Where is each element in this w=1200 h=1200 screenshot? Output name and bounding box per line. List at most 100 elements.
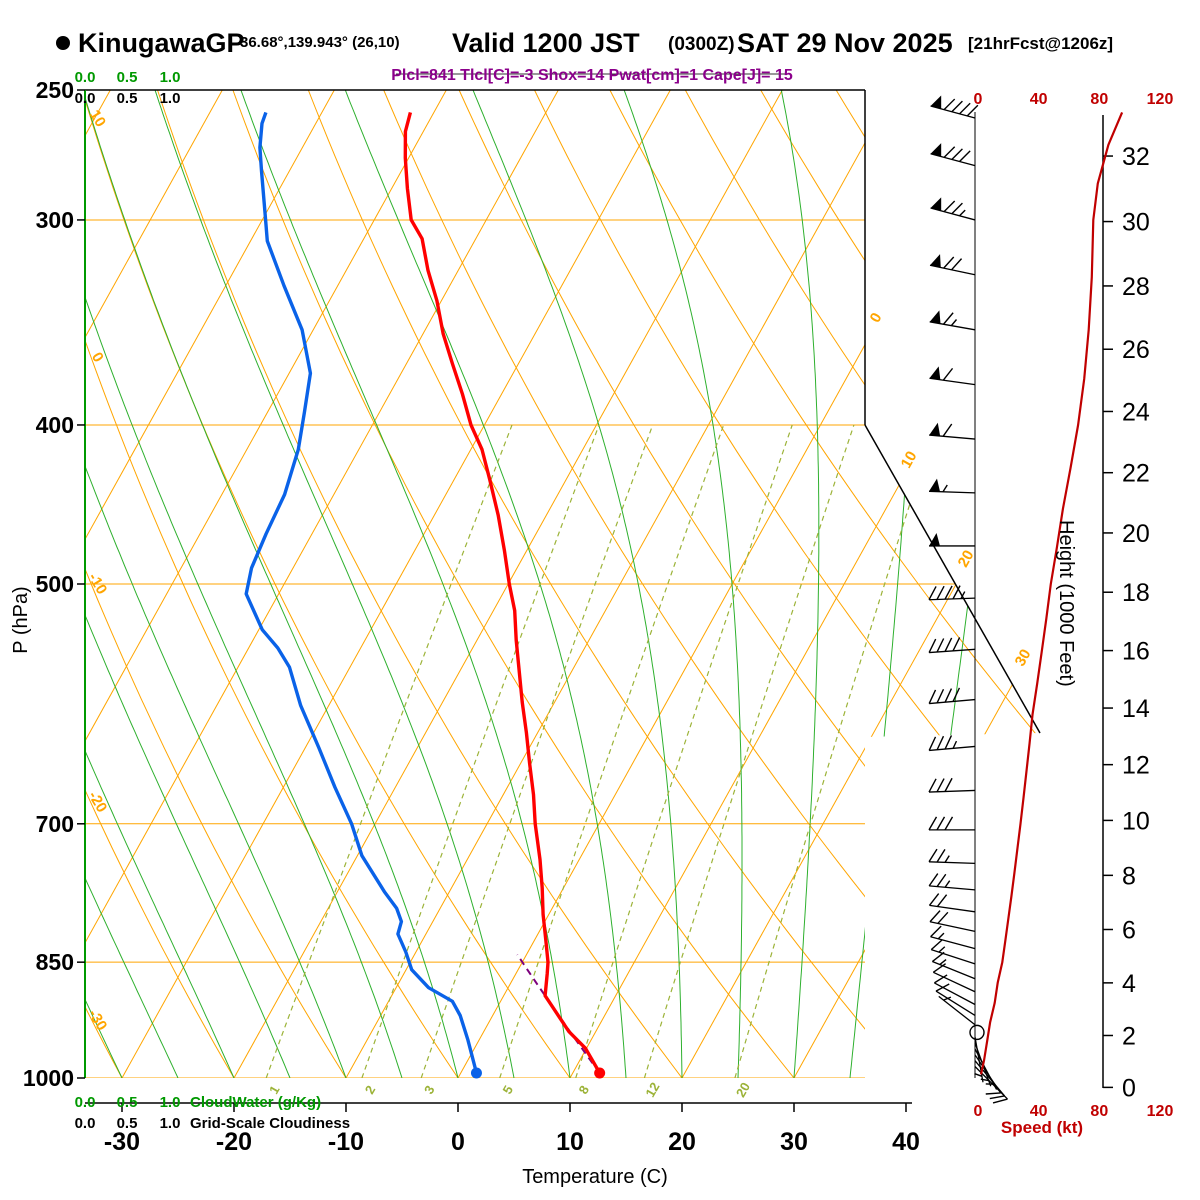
- temp-tick-label: -30: [104, 1128, 140, 1156]
- height-axis-title: Height (1000 Feet): [1055, 520, 1077, 687]
- speed-tick-label-bottom: 80: [1090, 1103, 1108, 1120]
- cloudiness-scale-bot-1: 0.5: [117, 1115, 138, 1132]
- cloudiness-scale-title: Grid-Scale Cloudiness: [190, 1115, 350, 1132]
- pressure-tick-label: 1000: [23, 1065, 74, 1091]
- surface-dewpoint-dot: [470, 1067, 482, 1079]
- dry-adiabat-label: -20: [85, 788, 111, 815]
- wind-barb: [974, 1036, 984, 1083]
- station-coords: 36.68°,139.943° (26,10): [240, 34, 400, 51]
- wind-barb: [928, 637, 976, 654]
- wind-barb: [928, 777, 976, 793]
- plot-border: [84, 89, 1041, 1078]
- wind-barb: [928, 816, 975, 831]
- height-tick-label: 30: [1122, 209, 1150, 237]
- mixing-ratio-label: 8: [576, 1083, 593, 1097]
- valid-time: Valid 1200 JST: [452, 28, 640, 58]
- temp-tick-label: 10: [556, 1128, 584, 1156]
- mixing-ratio-label: 20: [733, 1080, 753, 1100]
- isotherm-label: 30: [1012, 646, 1035, 669]
- cloudwater-scale-bot-1: 0.5: [117, 1094, 138, 1111]
- mixing-ratio-label: 12: [642, 1080, 662, 1100]
- temp-tick-label: 20: [668, 1128, 696, 1156]
- height-tick-label: 8: [1122, 862, 1136, 890]
- temp-tick-label: 40: [892, 1128, 920, 1156]
- speed-tick-label-top: 0: [974, 91, 983, 108]
- cloudwater-scale-bot-2: 1.0: [160, 1094, 181, 1111]
- speed-tick-label-bottom: 0: [974, 1103, 983, 1120]
- mixing-ratio-label: 2: [362, 1083, 379, 1097]
- wind-barb: [934, 974, 976, 1006]
- height-tick-label: 22: [1122, 460, 1150, 488]
- mixing-ratio-label: 3: [421, 1083, 438, 1097]
- wind-barb: [928, 873, 976, 891]
- temp-tick-label: -20: [216, 1128, 252, 1156]
- wind-barb: [929, 422, 976, 440]
- height-tick-label: 28: [1122, 273, 1150, 301]
- height-tick-label: 26: [1122, 336, 1150, 364]
- wind-barb: [930, 939, 976, 965]
- stability-params: Plcl=841 Tlcl[C]=-3 Shox=14 Pwat[cm]=1 C…: [391, 67, 793, 84]
- pressure-tick-label: 300: [36, 207, 74, 233]
- height-tick-label: 10: [1122, 807, 1150, 835]
- height-tick-label: 32: [1122, 143, 1150, 171]
- pressure-tick-label: 500: [36, 571, 74, 597]
- cloudiness-scale-bot-0: 0.0: [75, 1115, 96, 1132]
- temp-axis-title: Temperature (C): [522, 1166, 668, 1188]
- wind-barb: [932, 963, 976, 993]
- speed-tick-label-top: 80: [1090, 91, 1108, 108]
- wind-barb: [928, 687, 976, 705]
- speed-tick-label-top: 120: [1147, 91, 1174, 108]
- wind-barb: [930, 925, 976, 950]
- wind-barb: [930, 143, 976, 167]
- wind-barb: [929, 254, 976, 276]
- mixing-ratio-label: 5: [499, 1083, 516, 1097]
- height-tick-label: 0: [1122, 1074, 1136, 1102]
- wind-barb: [930, 95, 979, 119]
- height-tick-label: 14: [1122, 695, 1150, 723]
- dry-adiabat-label: 0: [88, 349, 107, 365]
- cloudiness-scale-top-2: 1.0: [160, 90, 181, 107]
- wind-barb-column: [928, 95, 1008, 1104]
- isotherm-label: 0: [867, 310, 886, 326]
- height-tick-label: 20: [1122, 520, 1150, 548]
- wind-barb: [931, 951, 976, 980]
- calm-wind-circle: [969, 1024, 985, 1041]
- cloudwater-scale-top-2: 1.0: [160, 69, 181, 86]
- wind-barb: [930, 197, 976, 221]
- valid-date: SAT 29 Nov 2025: [737, 28, 953, 58]
- height-tick-label: 12: [1122, 752, 1150, 780]
- wind-barb: [929, 478, 976, 494]
- pressure-tick-label: 400: [36, 412, 74, 438]
- cloudwater-scale-top-0: 0.0: [75, 69, 96, 86]
- temperature-curve: [403, 111, 602, 1074]
- wind-barb: [935, 983, 976, 1017]
- cloudwater-scale-bot-0: 0.0: [75, 1094, 96, 1111]
- skewt-grid: [85, 90, 1040, 1078]
- dry-adiabat-label: 10: [86, 107, 109, 130]
- cloudiness-scale-top-0: 0.0: [75, 90, 96, 107]
- pressure-tick-label: 850: [36, 949, 74, 975]
- wind-barb: [928, 735, 976, 752]
- wind-barb: [928, 848, 976, 865]
- height-tick-label: 4: [1122, 970, 1136, 998]
- isotherm-label: 20: [955, 547, 978, 570]
- height-tick-label: 16: [1122, 638, 1150, 666]
- dewpoint-curve: [244, 111, 479, 1074]
- wind-speed-panel: [979, 111, 1124, 1075]
- station-bullet-icon: [56, 36, 70, 50]
- height-tick-label: 18: [1122, 579, 1150, 607]
- cloudiness-scale-bot-2: 1.0: [160, 1115, 181, 1132]
- temp-tick-label: 30: [780, 1128, 808, 1156]
- pressure-tick-label: 250: [36, 77, 74, 103]
- wind-barb: [938, 995, 976, 1026]
- wind-barb: [929, 910, 976, 932]
- speed-tick-label-bottom: 40: [1030, 1103, 1048, 1120]
- speed-tick-label-bottom: 120: [1147, 1103, 1174, 1120]
- height-tick-label: 24: [1122, 398, 1150, 426]
- temp-tick-label: -10: [328, 1128, 364, 1156]
- wind-barb: [974, 1060, 1006, 1100]
